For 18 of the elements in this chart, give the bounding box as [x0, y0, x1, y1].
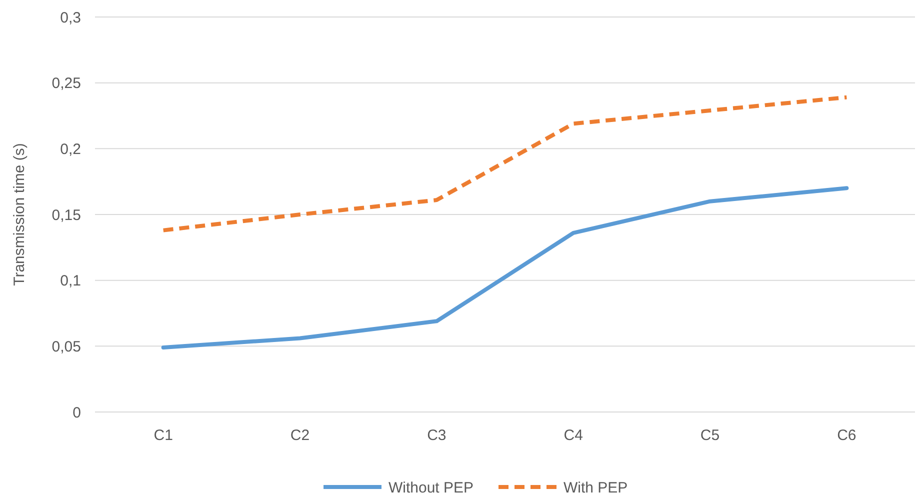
x-tick-label: C4 — [564, 427, 583, 444]
legend-label: With PEP — [564, 479, 628, 496]
y-axis-title: Transmission time (s) — [11, 143, 28, 286]
y-tick-label: 0,1 — [60, 272, 81, 290]
y-tick-label: 0,2 — [60, 140, 81, 158]
x-tick-label: C2 — [290, 427, 310, 444]
y-tick-label: 0,25 — [52, 75, 81, 92]
y-tick-label: 0,05 — [52, 338, 81, 356]
y-tick-label: 0,3 — [60, 9, 81, 26]
x-tick-label: C1 — [154, 427, 173, 444]
x-tick-label: C5 — [700, 427, 720, 444]
y-tick-label: 0,15 — [52, 206, 81, 224]
y-tick-label: 0 — [72, 404, 81, 422]
line-series — [161, 186, 849, 350]
x-tick-label: C6 — [837, 427, 856, 444]
x-tick-label: C3 — [427, 427, 446, 444]
line-series — [161, 95, 849, 232]
legend-label: Without PEP — [388, 479, 474, 496]
